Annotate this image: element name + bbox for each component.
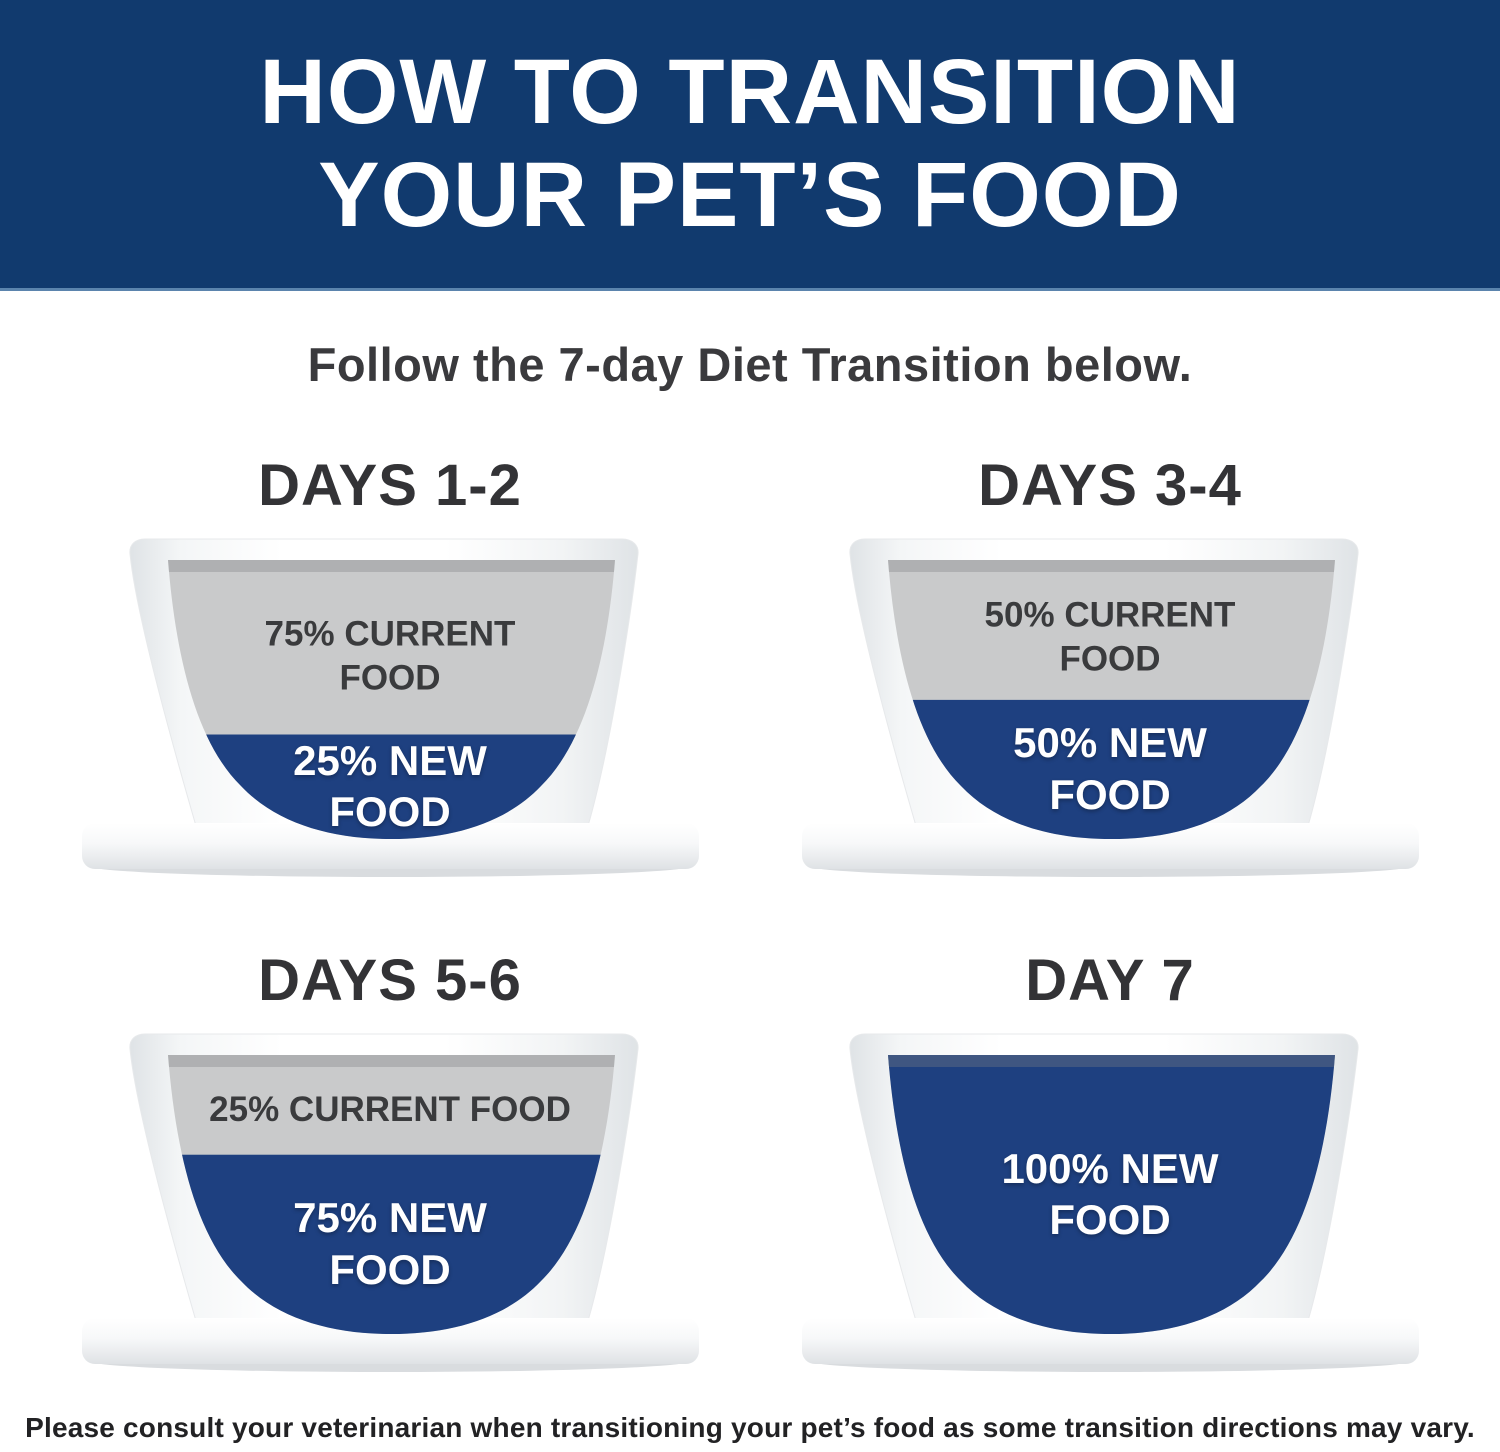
day-panel-days-5-6: DAYS 5-6 (79, 947, 702, 1372)
day-title: DAY 7 (1025, 948, 1195, 1013)
current-food-label: 50% CURRENT FOOD (984, 595, 1236, 678)
bowl-graphic (801, 538, 1419, 877)
new-food-label: 50% NEW FOOD (1013, 719, 1207, 818)
food-bowl-illustration: 50% CURRENT FOOD 50% NEW FOOD (799, 537, 1422, 877)
day-title: DAYS 1-2 (258, 453, 522, 518)
food-bowl-illustration: 100% NEW FOOD (799, 1032, 1422, 1372)
day-title: DAYS 3-4 (978, 453, 1242, 518)
day-panel-day-7: DAY 7 (799, 947, 1422, 1372)
new-food-label: 25% NEW FOOD (293, 736, 487, 835)
current-food-label: 25% CURRENT FOOD (209, 1089, 571, 1129)
bowl-base (801, 823, 1419, 869)
rim-shadow (887, 1055, 1335, 1067)
rim-shadow (167, 1055, 615, 1067)
rim-shadow (887, 560, 1335, 572)
food-bowl-illustration: 25% CURRENT FOOD 75% NEW FOOD (79, 1032, 702, 1372)
footer-note: Please consult your veterinarian when tr… (25, 1412, 1475, 1443)
bowl-base (801, 1318, 1419, 1364)
bowl-base (81, 823, 699, 869)
bowl-graphic (81, 538, 699, 877)
day-title: DAYS 5-6 (258, 948, 522, 1013)
new-food-label: 100% NEW FOOD (1001, 1144, 1219, 1243)
subtitle: Follow the 7-day Diet Transition below. (307, 338, 1193, 391)
rim-shadow (167, 560, 615, 572)
bowl-base (81, 1318, 699, 1364)
new-food-label: 75% NEW FOOD (293, 1194, 487, 1293)
page-title: HOW TO TRANSITION YOUR PET’S FOOD (259, 40, 1241, 246)
bowl-graphic (801, 1033, 1419, 1372)
food-bowl-illustration: 75% CURRENT FOOD 25% NEW FOOD (79, 537, 702, 877)
day-panel-days-1-2: DAYS 1-2 (79, 452, 702, 877)
current-food-label: 75% CURRENT FOOD (264, 614, 516, 697)
bowl-grid: DAYS 1-2 (0, 452, 1500, 1372)
header-banner: HOW TO TRANSITION YOUR PET’S FOOD (0, 0, 1500, 291)
bowl-graphic (81, 1033, 699, 1372)
day-panel-days-3-4: DAYS 3-4 (799, 452, 1422, 877)
